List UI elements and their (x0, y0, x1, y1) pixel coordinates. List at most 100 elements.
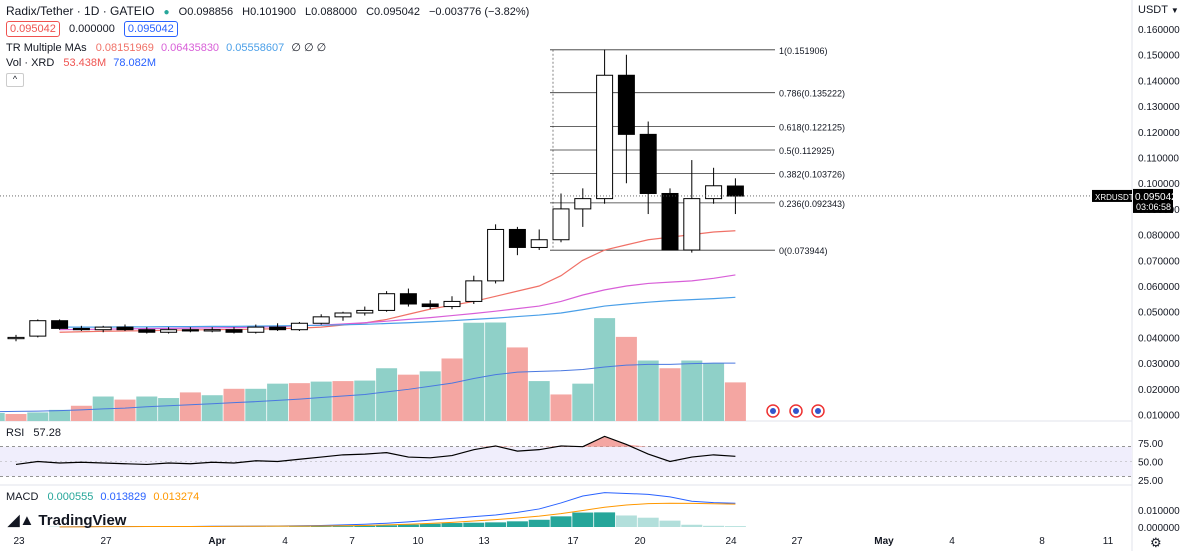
volume-bar (288, 383, 310, 421)
rsi-tick-label: 50.00 (1138, 458, 1163, 469)
volume-bar (332, 381, 354, 421)
candle-body (465, 280, 483, 302)
price-tick-label: 0.030000 (1138, 359, 1180, 370)
candle-body (312, 316, 330, 324)
volume-bar (441, 358, 463, 421)
volume-bar (637, 360, 659, 421)
candle-body (290, 322, 308, 331)
macd-histogram-bar (310, 526, 332, 527)
collapse-chevron-icon[interactable]: ^ (6, 73, 24, 87)
macd-tick-label: 0.010000 (1138, 506, 1180, 517)
volume-bar (506, 347, 528, 421)
candle-body (421, 303, 439, 308)
candle-body (552, 208, 570, 241)
buy-price-box[interactable]: 0.095042 (123, 21, 178, 37)
macd-label: MACD (6, 491, 39, 503)
price-tick-label: 0.120000 (1138, 128, 1180, 139)
currency-selector[interactable]: USDT ▼ (1138, 4, 1179, 16)
price-tag-symbol-bg (1092, 189, 1132, 202)
volume-bar (0, 412, 5, 421)
sell-price-box[interactable]: 0.095042 (6, 21, 60, 37)
brand-name: TradingView (38, 512, 127, 529)
macd-histogram-bar (376, 525, 398, 527)
ma-label: TR Multiple MAs (6, 42, 87, 54)
macd-histogram-bar (594, 512, 616, 527)
vol-ma-value: 78.082M (113, 57, 157, 69)
macd-histogram-bar (485, 522, 507, 527)
x-tick-label: 17 (567, 536, 579, 547)
macd-hist-value: 0.000555 (47, 491, 94, 503)
x-tick-label: 4 (282, 536, 288, 547)
candle-body (530, 239, 548, 248)
candle-body (705, 185, 723, 200)
fib-level-label: 0(0.073944) (779, 246, 828, 256)
symbol-title[interactable]: Radix/Tether · 1D · GATEIO (6, 4, 155, 18)
ma2-line (59, 274, 736, 331)
ohlc-high: H0.101900 (242, 6, 296, 18)
volume-bar (485, 322, 507, 421)
settings-gear-icon[interactable]: ⚙ (1150, 535, 1162, 550)
ma-extra: ∅ ∅ ∅ (291, 42, 327, 54)
candle-body (116, 326, 134, 331)
candle-body (508, 228, 526, 248)
x-tick-label: 27 (100, 536, 112, 547)
macd-line-value: 0.013829 (100, 491, 147, 503)
candle-body (487, 228, 505, 282)
x-tick-label: Apr (208, 536, 225, 547)
ma-legend[interactable]: TR Multiple MAs 0.08151969 0.06435830 0.… (6, 41, 326, 54)
volume-bar (528, 381, 550, 421)
price-tick-label: 0.150000 (1138, 51, 1180, 62)
volume-bar (136, 396, 158, 421)
x-tick-label: 4 (949, 536, 955, 547)
candle-body (596, 74, 614, 200)
fib-level-label: 1(0.151906) (779, 46, 828, 56)
volume-bar (615, 336, 637, 421)
macd-histogram-bar (637, 517, 659, 527)
macd-histogram-bar (572, 512, 594, 527)
tradingview-logo[interactable]: ◢▲ TradingView (8, 511, 126, 529)
vol-legend[interactable]: Vol · XRD 53.438M 78.082M (6, 57, 156, 69)
ohlc-low: L0.088000 (305, 6, 358, 18)
price-tick-label: 0.110000 (1138, 154, 1179, 165)
candle-body (203, 329, 221, 332)
flag-event-icon (815, 408, 821, 414)
vol-label: Vol · XRD (6, 57, 55, 69)
macd-histogram-bar (463, 522, 485, 527)
volume-bar (49, 409, 71, 421)
macd-histogram-bar (354, 525, 376, 527)
volume-bar (310, 381, 332, 421)
ma1-value: 0.08151969 (95, 42, 154, 54)
price-tag-countdown: 03:06:58 (1136, 202, 1171, 212)
macd-legend[interactable]: MACD 0.000555 0.013829 0.013274 (6, 491, 199, 503)
ma3-value: 0.05558607 (226, 42, 285, 54)
rsi-tick-label: 75.00 (1138, 439, 1163, 450)
volume-bar (376, 368, 398, 421)
ma3-line (59, 296, 736, 328)
volume-bar (354, 380, 376, 421)
macd-histogram-bar (615, 515, 637, 527)
vol-value: 53.438M (63, 57, 107, 69)
volume-bar (70, 405, 92, 421)
macd-histogram-bar (397, 524, 419, 527)
candle-body (334, 312, 352, 318)
currency-label: USDT (1138, 4, 1168, 16)
volume-bar (223, 388, 245, 421)
chevron-down-icon: ▼ (1170, 6, 1179, 15)
candle-body (138, 329, 156, 333)
tradingview-logo-icon: ◢▲ (8, 512, 35, 529)
volume-bar (397, 374, 419, 421)
price-tick-label: 0.140000 (1138, 76, 1180, 87)
rsi-tick-label: 25.00 (1138, 476, 1163, 487)
flag-event-icon (793, 408, 799, 414)
x-tick-label: 11 (1103, 536, 1114, 547)
x-tick-label: May (874, 536, 894, 547)
candle-body (181, 329, 199, 332)
rsi-legend[interactable]: RSI 57.28 (6, 427, 61, 439)
macd-histogram-bar (441, 523, 463, 527)
price-tick-label: 0.050000 (1138, 308, 1180, 319)
volume-bar (201, 395, 223, 421)
volume-ma-line (0, 362, 736, 413)
macd-histogram-bar (506, 521, 528, 527)
live-dot-icon: ● (163, 7, 170, 18)
